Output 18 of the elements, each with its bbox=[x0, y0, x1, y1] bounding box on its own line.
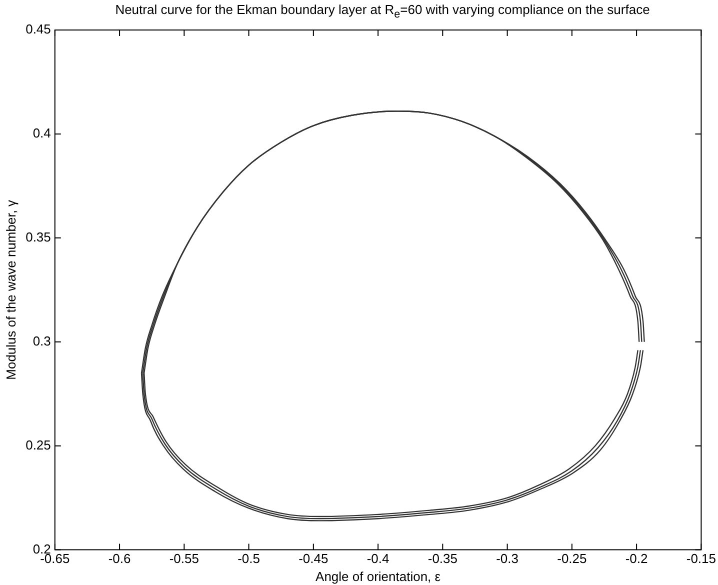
x-tick-label: -0.5 bbox=[238, 551, 260, 566]
y-tick-label: 0.3 bbox=[32, 333, 51, 348]
x-tick-label: -0.55 bbox=[169, 551, 199, 566]
y-tick-label: 0.4 bbox=[32, 126, 51, 141]
x-tick-label: -0.45 bbox=[298, 551, 328, 566]
x-tick-label: -0.4 bbox=[366, 551, 390, 566]
y-axis-title: Modulus of the wave number, γ bbox=[3, 199, 18, 380]
x-tick-label: -0.6 bbox=[108, 551, 131, 566]
x-tick-label: -0.3 bbox=[496, 551, 519, 566]
y-tick-label: 0.35 bbox=[26, 230, 51, 244]
x-tick-label: -0.15 bbox=[686, 551, 716, 566]
chart-title: Neutral curve for the Ekman boundary layer at R$_{e}$=60 with varying compliance on the surface bbox=[114, 2, 651, 21]
x-tick-label: -0.25 bbox=[557, 551, 587, 566]
x-tick-label: -0.35 bbox=[428, 551, 458, 566]
y-tick-label: 0.45 bbox=[26, 22, 51, 37]
x-tick-label: -0.2 bbox=[625, 551, 648, 566]
y-tick-label: 0.25 bbox=[26, 437, 51, 452]
x-axis-title: Angle of orientation, ε bbox=[316, 568, 441, 584]
